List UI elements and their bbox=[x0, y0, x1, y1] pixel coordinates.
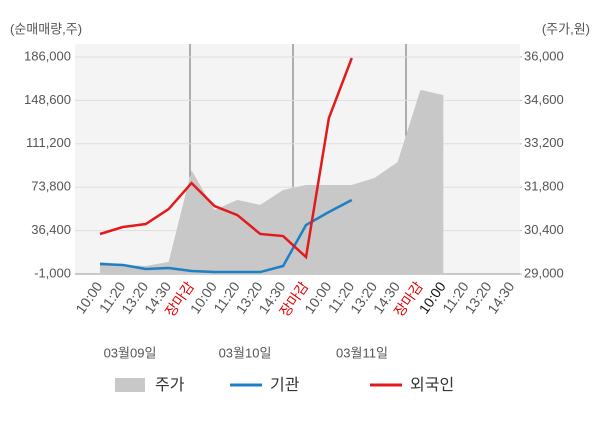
y2-tick-label: 30,400 bbox=[524, 222, 564, 237]
legend-label: 외국인 bbox=[410, 376, 454, 394]
y2-axis-label: (주가,원) bbox=[542, 21, 590, 36]
y2-tick-label: 34,600 bbox=[524, 92, 564, 107]
legend-swatch bbox=[115, 378, 145, 392]
date-label: 03월11일 bbox=[336, 345, 388, 360]
price-area bbox=[100, 89, 444, 274]
legend-label: 주가 bbox=[155, 376, 185, 394]
series-line bbox=[99, 57, 353, 260]
y2-tick-label: 31,800 bbox=[524, 179, 564, 194]
series-line bbox=[99, 198, 353, 274]
y-tick-label: -1,000 bbox=[34, 265, 71, 280]
y-tick-label: 36,400 bbox=[31, 222, 71, 237]
y-tick-label: 186,000 bbox=[24, 48, 71, 63]
y-tick-label: 148,600 bbox=[24, 92, 71, 107]
y-tick-label: 73,800 bbox=[31, 179, 71, 194]
legend-label: 기관 bbox=[270, 376, 300, 394]
y2-tick-label: 33,200 bbox=[524, 135, 564, 150]
date-label: 03월10일 bbox=[219, 345, 272, 360]
date-label: 03월09일 bbox=[104, 345, 157, 360]
y-tick-label: 111,200 bbox=[26, 135, 71, 150]
y2-tick-label: 29,000 bbox=[524, 265, 564, 280]
y-axis-label: (순매매량,주) bbox=[10, 21, 82, 36]
y2-tick-label: 36,000 bbox=[524, 48, 564, 63]
